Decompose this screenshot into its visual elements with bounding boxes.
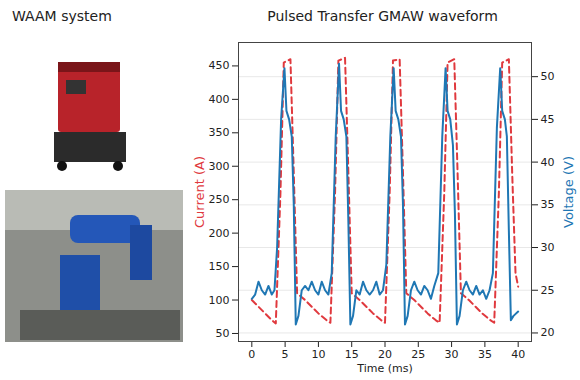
svg-text:20: 20 bbox=[541, 326, 555, 339]
svg-text:300: 300 bbox=[209, 160, 230, 173]
svg-text:50: 50 bbox=[541, 70, 555, 83]
svg-text:10: 10 bbox=[311, 348, 325, 361]
html-text:Pulsed Transfer GMAW waveform: Pulsed Transfer GMAW waveform bbox=[267, 8, 498, 24]
svg-text:35: 35 bbox=[478, 348, 492, 361]
svg-text:20: 20 bbox=[378, 348, 392, 361]
html-text:Current (A): Current (A) bbox=[191, 155, 207, 228]
html-text:Voltage (V): Voltage (V) bbox=[560, 155, 576, 228]
svg-text:40: 40 bbox=[541, 156, 555, 169]
svg-text:50: 50 bbox=[216, 327, 230, 340]
svg-text:450: 450 bbox=[209, 59, 230, 72]
svg-text:25: 25 bbox=[541, 284, 555, 297]
svg-text:250: 250 bbox=[209, 193, 230, 206]
svg-text:150: 150 bbox=[209, 260, 230, 273]
svg-text:30: 30 bbox=[541, 241, 555, 254]
svg-text:40: 40 bbox=[511, 348, 525, 361]
svg-text:30: 30 bbox=[445, 348, 459, 361]
html-text:WAAM system: WAAM system bbox=[12, 8, 112, 24]
svg-text:0: 0 bbox=[248, 348, 255, 361]
svg-text:5: 5 bbox=[282, 348, 289, 361]
svg-text:15: 15 bbox=[345, 348, 359, 361]
svg-text:Time (ms): Time (ms) bbox=[356, 362, 412, 375]
svg-text:200: 200 bbox=[209, 227, 230, 240]
svg-text:350: 350 bbox=[209, 126, 230, 139]
svg-text:35: 35 bbox=[541, 198, 555, 211]
svg-text:45: 45 bbox=[541, 113, 555, 126]
svg-text:400: 400 bbox=[209, 93, 230, 106]
svg-text:25: 25 bbox=[411, 348, 425, 361]
svg-text:100: 100 bbox=[209, 294, 230, 307]
